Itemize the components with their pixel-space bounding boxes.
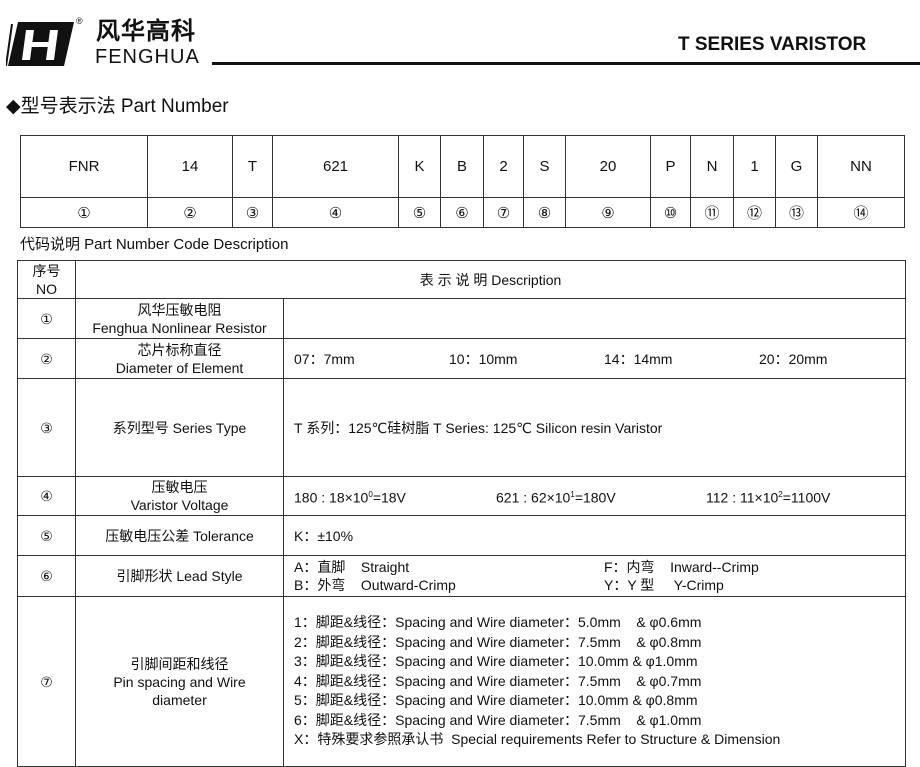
code-cell: G [775, 135, 818, 198]
code-cell: 14 [147, 135, 233, 198]
index-cell: ⑩ [650, 197, 691, 228]
name-en: Diameter of Element [115, 359, 244, 376]
code-cell: FNR [20, 135, 148, 198]
spacing-item: 1：脚距&线径：Spacing and Wire diameter：5.0mm … [294, 614, 702, 631]
row-desc: 1：脚距&线径：Spacing and Wire diameter：5.0mm … [283, 596, 906, 767]
index-cell: ② [147, 197, 233, 228]
brand-name-en: FENGHUA [95, 46, 200, 68]
code-cell: N [690, 135, 734, 198]
index-cell: ⑤ [398, 197, 441, 228]
no-en: NO [36, 280, 57, 297]
row-name: 芯片标称直径 Diameter of Element [75, 338, 284, 379]
index-cell: ⑨ [565, 197, 651, 228]
index-cell: ⑬ [775, 197, 818, 228]
voltage-item: 621 : 62×101=180V [496, 489, 616, 506]
table-row: ⑥ 引脚形状 Lead Style A：直脚 Straight F：内弯 Inwa… [17, 555, 906, 597]
table-row: ② 芯片标称直径 Diameter of Element 07：7mm 10：10m… [17, 338, 906, 379]
code-cell: 2 [483, 135, 524, 198]
index-cell: ⑪ [690, 197, 734, 228]
brand-name-cn: 风华高科 [96, 18, 196, 45]
lead-item: Y：Y 型 Y-Crimp [604, 577, 724, 593]
diameter-item: 20：20mm [759, 350, 828, 367]
code-cell: P [650, 135, 691, 198]
table-row: ① 风华压敏电阻 Fenghua Nonlinear Resistor [17, 298, 906, 339]
name-line: diameter [152, 691, 207, 708]
row-name: 风华压敏电阻 Fenghua Nonlinear Resistor [75, 298, 284, 339]
code-cell: S [523, 135, 566, 198]
description-header: 表 示 说 明 Description [75, 260, 906, 299]
index-cell: ⑫ [733, 197, 776, 228]
series-title: T SERIES VARISTOR [678, 34, 867, 55]
index-cell: ③ [232, 197, 273, 228]
spacing-item: X：特殊要求参照承认书 Special requirements Refer t… [294, 731, 781, 748]
row-name: 系列型号 Series Type [75, 378, 284, 477]
spacing-item: 4：脚距&线径：Spacing and Wire diameter：7.5mm … [294, 672, 702, 689]
index-cell: ④ [272, 197, 399, 228]
lead-item: B：外弯 Outward-Crimp [294, 577, 456, 593]
lead-item: F：内弯 Inward--Crimp [604, 559, 759, 575]
row-name: 压敏电压公差 Tolerance [75, 515, 284, 556]
row-no: ③ [17, 378, 76, 477]
index-cell: ① [20, 197, 148, 228]
code-cell: NN [817, 135, 905, 198]
row-name: 引脚形状 Lead Style [75, 555, 284, 597]
code-cell: 20 [565, 135, 651, 198]
row-desc: K：±10% [283, 515, 906, 556]
row-desc: 07：7mm 10：10mm 14：14mm 20：20mm [283, 338, 906, 379]
index-cell: ⑦ [483, 197, 524, 228]
index-cell: ⑭ [817, 197, 905, 228]
no-cn: 序号 [32, 262, 61, 279]
row-desc [283, 298, 906, 339]
row-no: ④ [17, 476, 76, 516]
diameter-item: 10：10mm [449, 350, 518, 367]
header-rule [212, 62, 920, 65]
spacing-item: 6：脚距&线径：Spacing and Wire diameter：7.5mm … [294, 711, 702, 728]
row-name: 压敏电压 Varistor Voltage [75, 476, 284, 516]
name-line: 引脚间距和线径 [130, 655, 229, 672]
spacing-item: 2：脚距&线径：Spacing and Wire diameter：7.5mm … [294, 633, 702, 650]
voltage-item: 112 : 11×102=1100V [706, 489, 831, 506]
row-name: 引脚间距和线径 Pin spacing and Wire diameter [75, 596, 284, 767]
table-row: ⑦ 引脚间距和线径 Pin spacing and Wire diameter 1：… [17, 596, 906, 767]
diameter-item: 07：7mm [294, 350, 355, 367]
row-desc: A：直脚 Straight F：内弯 Inward--Crimp B：外弯 Outw… [283, 555, 906, 597]
part-number-title: ◆型号表示法 Part Number [6, 96, 229, 117]
row-desc: T 系列：125℃硅树脂 T Series: 125℃ Silicon resi… [283, 378, 906, 477]
table-row: ⑤ 压敏电压公差 Tolerance K：±10% [17, 515, 906, 556]
index-cell: ⑧ [523, 197, 566, 228]
code-cell: 621 [272, 135, 399, 198]
name-en: Varistor Voltage [130, 497, 229, 513]
name-cn: 芯片标称直径 [137, 341, 222, 358]
registered-mark: ® [76, 16, 83, 26]
fenghua-logo [6, 22, 74, 67]
index-cell: ⑥ [440, 197, 484, 228]
code-cell: T [232, 135, 273, 198]
code-cell: 1 [733, 135, 776, 198]
code-description-table: 序号 NO 表 示 说 明 Description ① 风华压敏电阻 Fenghua… [17, 260, 906, 767]
code-cell: B [440, 135, 484, 198]
row-no: ① [17, 298, 76, 339]
spacing-item: 5：脚距&线径：Spacing and Wire diameter：10.0mm… [294, 692, 698, 709]
diameter-item: 14：14mm [604, 350, 673, 367]
table-header: 序号 NO 表 示 说 明 Description [17, 260, 906, 299]
table-row: ③ 系列型号 Series Type T 系列：125℃硅树脂 T Series… [17, 378, 906, 477]
name-line: Pin spacing and Wire [113, 673, 246, 690]
table-row: ④ 压敏电压 Varistor Voltage 180 : 18×100=18V 6… [17, 476, 906, 516]
row-no: ⑥ [17, 555, 76, 597]
name-cn: 风华压敏电阻 [137, 301, 222, 318]
voltage-item: 180 : 18×100=18V [294, 489, 406, 506]
code-description-title: 代码说明 Part Number Code Description [20, 236, 289, 253]
row-no: ⑦ [17, 596, 76, 767]
row-desc: 180 : 18×100=18V 621 : 62×101=180V 112 : 1… [283, 476, 906, 516]
row-no: ② [17, 338, 76, 379]
no-header: 序号 NO [17, 260, 76, 299]
spacing-item: 3：脚距&线径：Spacing and Wire diameter：10.0mm… [294, 653, 698, 670]
name-en: Fenghua Nonlinear Resistor [92, 319, 267, 336]
lead-item: A：直脚 Straight [294, 559, 410, 575]
code-cell: K [398, 135, 441, 198]
name-cn: 压敏电压 [151, 479, 208, 495]
row-no: ⑤ [17, 515, 76, 556]
